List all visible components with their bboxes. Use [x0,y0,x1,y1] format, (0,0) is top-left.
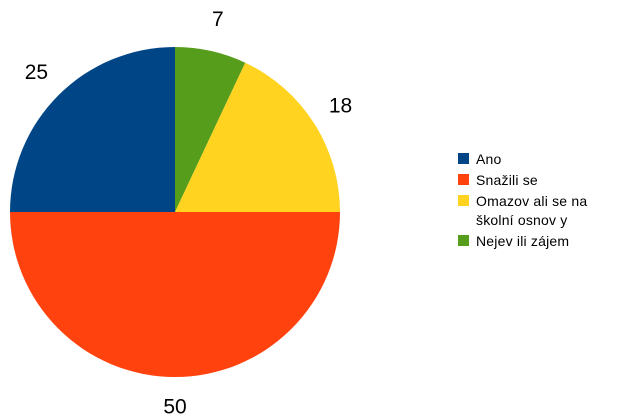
legend-label-snazili-se: Snažili se [476,172,538,188]
data-label-nejevili-zajem: 7 [212,8,224,31]
legend-item-nejevili-zajem: Nejev ili zájem [458,232,616,251]
legend-item-omazovali: Omazov ali se na školní osnov y [458,192,616,230]
legend-swatch-omazovali [458,195,469,206]
data-label-omazovali: 18 [329,95,352,118]
slice-snazili-se [10,212,340,377]
legend-swatch-ano [458,153,469,164]
slice-ano [10,47,175,212]
legend-item-ano: Ano [458,150,616,169]
slice-omazovali [175,62,340,213]
legend-swatch-snazili-se [458,174,469,185]
data-label-snazili-se: 50 [163,396,186,417]
pie-data-labels: 7 18 50 25 [25,8,352,417]
slice-nejevili-zajem [175,47,246,212]
legend-label-nejevili-zajem: Nejev ili zájem [476,233,570,249]
legend-item-snazili-se: Snažili se [458,171,616,190]
pie-slices [10,47,340,377]
legend-swatch-nejevili-zajem [458,235,469,246]
data-label-ano: 25 [25,61,48,84]
legend-label-ano: Ano [476,151,502,167]
legend-label-omazovali: Omazov ali se na školní osnov y [476,193,588,228]
chart-legend: Ano Snažili se Omazov ali se na školní o… [458,150,616,253]
